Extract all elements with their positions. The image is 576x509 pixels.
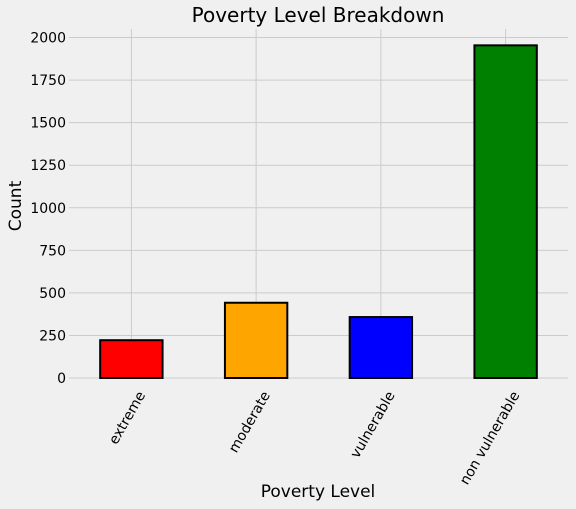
y-tick-label: 0 <box>57 371 66 387</box>
bar-moderate <box>223 301 289 379</box>
y-axis-ticks: 0 250 500 750 1000 1250 1500 1750 2000 <box>30 31 66 387</box>
bar-extreme <box>99 339 164 379</box>
bar-vulnerable <box>348 316 414 379</box>
y-tick-label: 500 <box>39 286 66 302</box>
y-tick-label: 1750 <box>30 73 66 89</box>
bars <box>99 44 538 379</box>
y-tick-label: 1500 <box>30 116 66 132</box>
y-tick-label: 1250 <box>30 158 66 174</box>
x-axis-title: Poverty Level <box>261 482 376 502</box>
chart-title: Poverty Level Breakdown <box>192 3 445 27</box>
y-tick-label: 2000 <box>30 31 66 47</box>
y-tick-label: 250 <box>39 328 66 344</box>
y-tick-label: 750 <box>39 243 66 259</box>
bar-non-vulnerable <box>473 44 538 379</box>
y-tick-label: 1000 <box>30 201 66 217</box>
y-axis-title: Count <box>6 180 26 231</box>
